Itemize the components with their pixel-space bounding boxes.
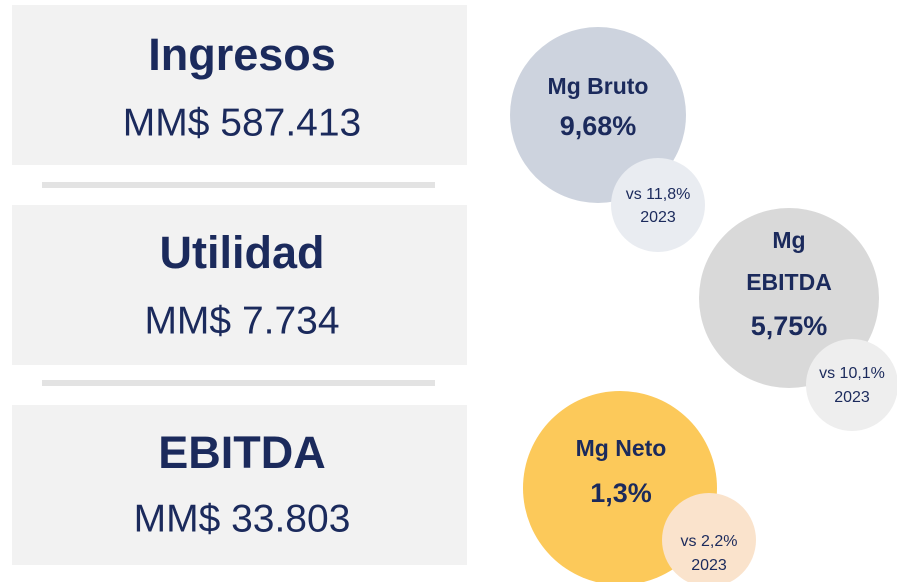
card-value: MM$ 587.413 bbox=[123, 101, 361, 144]
compare-year: 2023 bbox=[691, 557, 727, 574]
margin-label: Mg Neto bbox=[576, 435, 667, 461]
compare-circle bbox=[806, 339, 897, 431]
card-value: MM$ 7.734 bbox=[144, 299, 339, 342]
margin-label: Mg bbox=[772, 227, 805, 253]
margin-label: Mg Bruto bbox=[548, 73, 649, 99]
compare-circle bbox=[611, 158, 705, 252]
card bbox=[12, 205, 467, 365]
separator bbox=[42, 182, 435, 188]
card-title: EBITDA bbox=[158, 427, 326, 478]
compare-year: 2023 bbox=[834, 389, 870, 406]
card-title: Utilidad bbox=[160, 227, 325, 278]
card-value: MM$ 33.803 bbox=[134, 497, 351, 540]
compare-value: vs 10,1% bbox=[819, 365, 885, 382]
card-title: Ingresos bbox=[148, 29, 336, 80]
compare-value: vs 2,2% bbox=[681, 533, 738, 550]
margin-value: 9,68% bbox=[560, 111, 637, 141]
compare-circle bbox=[662, 493, 756, 582]
card bbox=[12, 5, 467, 165]
margin-value: 5,75% bbox=[751, 311, 828, 341]
margin-value: 1,3% bbox=[590, 478, 652, 508]
card bbox=[12, 405, 467, 565]
margin-circle bbox=[510, 27, 686, 203]
separator bbox=[42, 380, 435, 386]
compare-year: 2023 bbox=[640, 209, 676, 226]
compare-value: vs 11,8% bbox=[626, 186, 691, 203]
margin-label: EBITDA bbox=[746, 269, 832, 295]
